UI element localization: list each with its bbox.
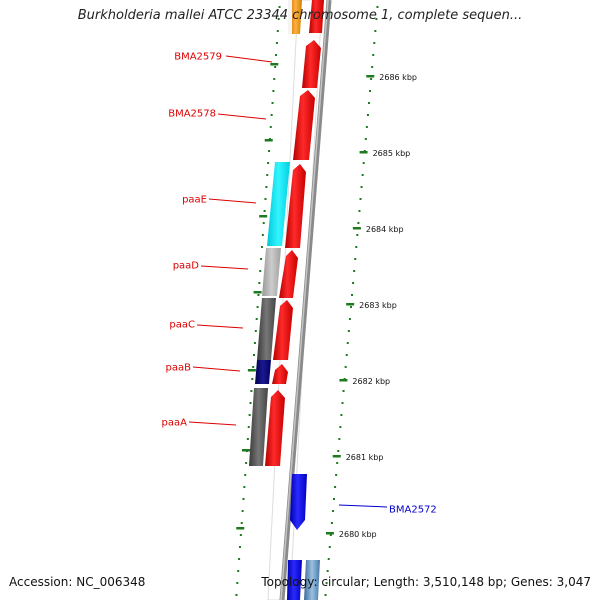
scale-tick-label: 2686 kbp (379, 73, 417, 82)
gene-paaC (273, 300, 293, 360)
inner-tick-mark (236, 527, 245, 530)
feature-label-paaD[interactable]: paaD (173, 261, 200, 272)
scale-tick-mark (366, 75, 375, 78)
scale-tick-mark (359, 151, 368, 154)
map-title: Burkholderia mallei ATCC 23344 chromosom… (77, 8, 523, 23)
gene-top-red (309, 0, 324, 33)
feature-labels: BMA2579 BMA2578 paaE paaD paaC paaB paaA BMA257… (162, 52, 437, 516)
inner-tick-mark (264, 139, 273, 142)
gene-BMA2572 (290, 474, 307, 530)
scale-tick-label: 2684 kbp (366, 225, 404, 234)
sequence-backbone (279, 0, 332, 601)
feature-label-BMA2572[interactable]: BMA2572 (389, 505, 437, 516)
inner-tick-mark (259, 215, 268, 218)
feature-leader-line (192, 366, 241, 372)
outer-dotted-guide (324, 6, 379, 596)
sequence-backbone-highlight (280, 0, 329, 601)
gene-bottom-blue (287, 560, 302, 600)
feature-label-paaB[interactable]: paaB (166, 363, 192, 374)
gene-paaA (265, 390, 285, 466)
feature-leader-line (196, 324, 244, 329)
scale-tick-mark (325, 532, 334, 535)
gene-BMA2579 (302, 40, 321, 88)
scale-tick-label: 2682 kbp (352, 377, 390, 386)
feature-leader-line (217, 113, 267, 120)
scale-tick-mark (352, 227, 361, 230)
scale-tick-label: 2681 kbp (346, 453, 384, 462)
gene-paaD (279, 250, 298, 298)
scale-ticks: 2686 kbp 2685 kbp 2684 kbp 2683 kbp 2682 kbp… (235, 6, 417, 596)
gene-paaB (272, 364, 288, 384)
block-darkgrey-1 (257, 298, 276, 360)
feature-leader-line (208, 198, 257, 204)
block-cyan (267, 162, 290, 246)
inner-tick-mark (270, 63, 279, 66)
scale-tick-label: 2680 kbp (339, 530, 377, 539)
gene-paaE (285, 164, 306, 248)
inner-tick-mark (242, 449, 250, 452)
feature-label-paaE[interactable]: paaE (182, 195, 207, 206)
block-lightgrey (262, 248, 281, 296)
scale-tick-mark (339, 379, 348, 382)
scale-tick-mark (346, 303, 355, 306)
topology-summary: Topology: circular; Length: 3,510,148 bp… (261, 575, 591, 589)
feature-label-BMA2578[interactable]: BMA2578 (168, 109, 216, 120)
gene-top-orange (289, 0, 302, 34)
scale-tick-label: 2683 kbp (359, 301, 397, 310)
feature-label-paaA[interactable]: paaA (162, 418, 188, 429)
feature-label-paaC[interactable]: paaC (169, 320, 195, 331)
inner-tick-mark (247, 369, 256, 372)
feature-leader-line (200, 265, 249, 270)
feature-leader-line (225, 55, 273, 63)
block-darkgrey-2 (249, 388, 268, 466)
gene-top-white (288, 0, 292, 34)
feature-leader-line (338, 504, 388, 508)
inner-dotted-guide (235, 6, 281, 596)
gene-BMA2578 (293, 90, 315, 160)
accession-text: Accession: NC_006348 (9, 575, 146, 589)
block-navy (255, 360, 271, 384)
feature-leader-line (188, 421, 237, 426)
gene-bottom-steel (304, 560, 320, 600)
inner-tick-mark (253, 291, 262, 294)
scale-tick-mark (332, 455, 341, 458)
scale-tick-label: 2685 kbp (373, 149, 411, 158)
feature-label-BMA2579[interactable]: BMA2579 (174, 52, 222, 63)
